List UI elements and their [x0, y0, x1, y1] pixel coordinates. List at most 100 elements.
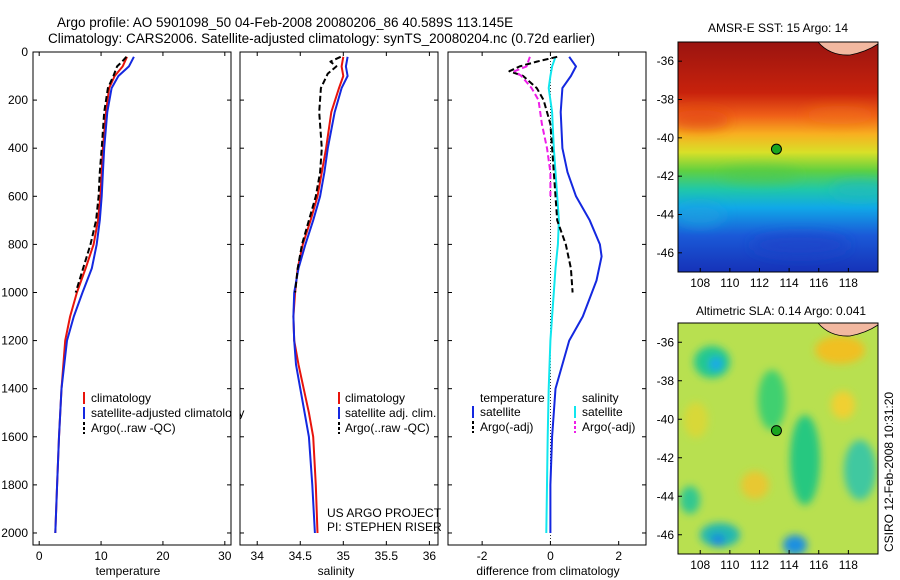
map-x-tick-label: 114	[780, 276, 799, 290]
sla-texture	[680, 336, 876, 554]
map-x-tick-label: 108	[690, 558, 710, 572]
sla-land	[817, 323, 878, 337]
legend-label-argo: Argo(..raw -QC)	[91, 421, 176, 435]
sst-patch	[830, 180, 878, 200]
legend-label-sal-satellite: satellite	[582, 405, 623, 419]
salinity-xlabel: salinity	[318, 564, 355, 578]
series-line	[549, 56, 603, 533]
sla-patch	[758, 370, 786, 430]
series-line	[54, 56, 135, 534]
sla-map-ticks: 108 110 112 114 116 118 -36 -38 -40 -42 -44 -46	[657, 335, 859, 572]
sla-patch	[831, 391, 855, 419]
sst-argo-marker	[770, 143, 782, 155]
salinity-axes	[239, 51, 439, 546]
y-tick-label: 1400	[1, 382, 28, 396]
legend-label-climatology: climatology	[91, 391, 151, 405]
map-y-tick-label: -40	[657, 131, 675, 145]
sst-land	[817, 42, 878, 56]
legend-label-temp-satellite: satellite	[480, 405, 521, 419]
sla-patch	[790, 415, 820, 505]
map-y-tick-label: -40	[657, 412, 675, 426]
series-line	[545, 56, 560, 534]
y-tick-label: 1000	[1, 285, 28, 299]
temperature-xlabel: temperature	[96, 564, 161, 578]
salinity-legend: climatology satellite adj. clim. Argo(..…	[338, 391, 436, 435]
sla-map-title: Altimetric SLA: 0.14 Argo: 0.041	[696, 304, 866, 318]
map-y-tick-label: -46	[657, 246, 675, 260]
sla-patch	[680, 486, 700, 514]
map-x-tick-label: 114	[780, 558, 799, 572]
sst-map-ticks: 108 110 112 114 116 118 -36 -38 -40 -42 -44 -46	[657, 54, 859, 290]
map-y-tick-label: -38	[657, 93, 675, 107]
map-x-tick-label: 118	[839, 558, 858, 572]
sla-patch	[709, 357, 723, 371]
map-x-tick-label: 112	[750, 558, 769, 572]
map-x-tick-label: 116	[809, 558, 828, 572]
x-tick-label: 10	[94, 549, 108, 563]
temperature-axes	[32, 51, 232, 546]
project-annotation-line1: US ARGO PROJECT	[327, 506, 442, 520]
legend-label-satellite: satellite adj. clim.	[345, 406, 436, 420]
x-tick-label: 34	[251, 549, 265, 563]
legend-label-satellite: satellite-adjusted climatology	[91, 406, 244, 420]
series-line	[292, 56, 349, 534]
sst-map-frame	[677, 41, 879, 273]
salinity-ticks: 34 34.5 35 35.5 36	[240, 51, 438, 563]
sla-patch	[741, 471, 769, 499]
x-tick-label: 36	[423, 549, 437, 563]
sla-map	[678, 323, 878, 554]
sla-patch	[684, 402, 708, 438]
y-tick-label: 600	[8, 189, 28, 203]
sst-patch	[720, 167, 800, 183]
map-y-tick-label: -36	[657, 335, 675, 349]
map-x-tick-label: 116	[809, 276, 828, 290]
temperature-ticks: 0 10 20 30 0 200 400 600 800 1000 1200 1400 1600 1800…	[1, 45, 232, 563]
map-y-tick-label: -38	[657, 374, 675, 388]
sst-patch	[750, 233, 850, 257]
salinity-series	[292, 55, 349, 534]
series-line	[294, 55, 342, 293]
sla-map-frame	[677, 322, 879, 555]
side-timestamp: CSIRO 12-Feb-2008 10:31:20	[882, 392, 896, 552]
map-x-tick-label: 110	[720, 276, 739, 290]
x-tick-label: -2	[477, 549, 488, 563]
legend-header-salinity: salinity	[582, 391, 619, 405]
x-tick-label: 34.5	[289, 549, 313, 563]
x-tick-label: 0	[547, 549, 554, 563]
x-tick-label: 30	[218, 549, 232, 563]
temperature-legend: climatology satellite-adjusted climatolo…	[83, 391, 244, 435]
map-x-tick-label: 110	[720, 558, 739, 572]
legend-label-argo: Argo(..raw -QC)	[345, 421, 430, 435]
x-tick-label: 35	[337, 549, 351, 563]
sla-argo-marker	[770, 425, 782, 437]
sst-patch	[678, 110, 730, 130]
map-x-tick-label: 108	[690, 276, 710, 290]
sst-patch	[805, 106, 875, 124]
y-tick-label: 400	[8, 141, 28, 155]
map-y-tick-label: -44	[657, 489, 675, 503]
map-y-tick-label: -42	[657, 169, 675, 183]
difference-series	[508, 55, 603, 534]
y-tick-label: 2000	[1, 526, 28, 540]
header-line2: Climatology: CARS2006. Satellite-adjuste…	[48, 31, 595, 46]
header-line1: Argo profile: AO 5901098_50 04-Feb-2008 …	[57, 15, 513, 30]
sla-patch	[815, 336, 865, 364]
x-tick-label: 0	[36, 549, 43, 563]
sla-patch	[783, 535, 807, 554]
legend-label-climatology: climatology	[345, 391, 405, 405]
sst-map-title: AMSR-E SST: 15 Argo: 14	[708, 21, 848, 35]
sla-patch	[711, 534, 725, 546]
y-tick-label: 0	[21, 45, 28, 59]
map-y-tick-label: -42	[657, 451, 675, 465]
panel-gap	[231, 390, 240, 440]
map-y-tick-label: -44	[657, 208, 675, 222]
legend-label-sal-argo: Argo(-adj)	[582, 420, 635, 434]
x-tick-label: 35.5	[375, 549, 399, 563]
difference-legend: temperature salinity satellite Argo(-adj…	[472, 391, 635, 434]
y-tick-label: 1200	[1, 334, 28, 348]
x-tick-label: 20	[156, 549, 170, 563]
series-line	[508, 55, 574, 293]
map-x-tick-label: 112	[750, 276, 769, 290]
x-tick-label: 2	[615, 549, 622, 563]
